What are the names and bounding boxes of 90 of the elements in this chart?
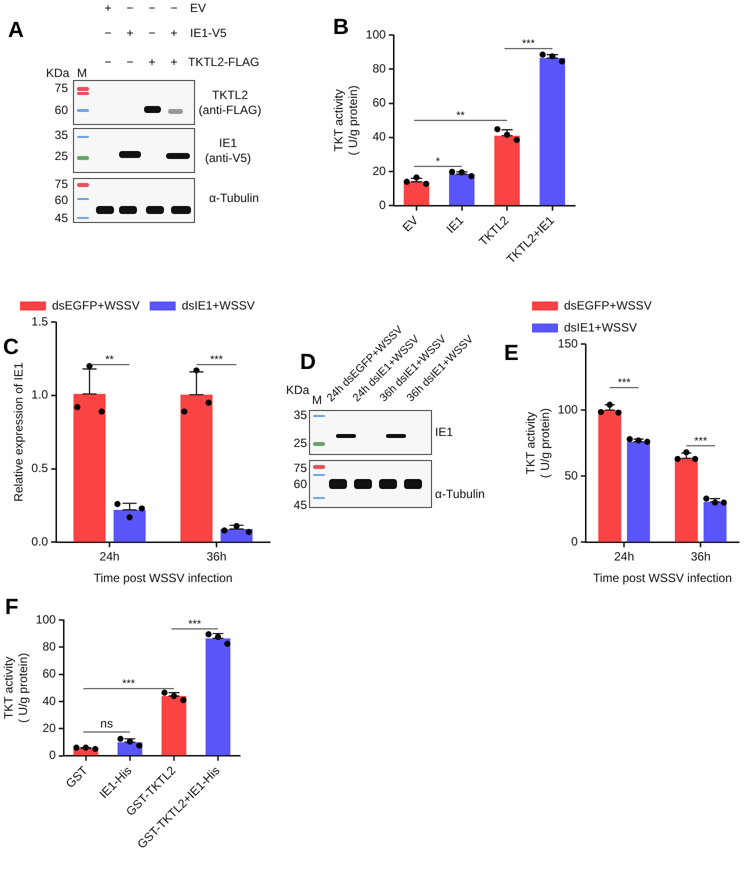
x-tick-label: 36h: [690, 550, 711, 564]
y-tick-label: 40: [42, 694, 56, 708]
text: 45: [294, 498, 307, 512]
text: M: [312, 393, 322, 407]
x-axis-title: Time post WSSV infection: [592, 571, 732, 586]
y-tick-label: 100: [558, 402, 578, 416]
x-tick-label: 24h: [100, 550, 120, 564]
text: D: [300, 349, 316, 374]
text: 25: [294, 436, 307, 450]
x-axis-title: Time post WSSV infection: [94, 571, 233, 586]
text: 60: [294, 477, 307, 491]
chart-title: E: [504, 340, 519, 365]
text: +: [170, 26, 178, 40]
text: C: [3, 334, 19, 359]
legend-label: dsEGFP+WSSV: [564, 298, 652, 312]
annotation: ***: [122, 678, 136, 690]
y-axis-title: Relative expression of IE1: [12, 362, 26, 502]
annotation: ***: [694, 435, 708, 448]
y-tick-label: 0.5: [31, 461, 48, 476]
text: 35: [294, 408, 307, 422]
legend-label: dsEGFP+WSSV: [52, 298, 140, 312]
annotation: ***: [188, 618, 202, 630]
text: IE1: [218, 136, 238, 150]
text: 75: [294, 461, 307, 475]
text: A: [8, 17, 24, 42]
x-tick-label: 36h: [206, 550, 227, 564]
text: (anti-V5): [204, 151, 252, 165]
y-tick-label: 60: [42, 666, 56, 681]
legend-label: dsIE1+WSSV: [564, 320, 638, 334]
y-tick-label: 50: [564, 468, 578, 482]
y-tick-label: 20: [42, 720, 56, 735]
y-tick-label: 20: [372, 164, 386, 178]
annotation: ***: [210, 354, 224, 366]
y-tick-label: 1.0: [31, 388, 48, 402]
y-tick-label: 60: [372, 96, 386, 110]
text: 75: [54, 81, 68, 95]
text: 45: [54, 211, 68, 225]
y-axis-title: TKT activity ( U/g protein): [524, 408, 552, 478]
y-tick-label: 80: [42, 639, 56, 654]
text: 60: [54, 103, 68, 117]
y-tick-label: 150: [558, 336, 578, 350]
y-tick-label: 100: [366, 27, 386, 42]
text: +: [126, 26, 134, 40]
annotation: **: [105, 354, 115, 366]
text: α-Tubulin: [209, 191, 259, 205]
y-tick-label: 0.0: [31, 534, 48, 549]
y-tick-label: 40: [372, 130, 386, 144]
text: TKTL2: [212, 88, 248, 102]
text: −: [104, 55, 112, 69]
text: +: [104, 1, 112, 15]
text: IE1-V5: [190, 26, 227, 40]
text: −: [170, 1, 178, 15]
x-tick-label: IE1: [444, 213, 466, 236]
y-axis-title: TKT activity ( U/g protein): [2, 652, 30, 723]
text: 25: [54, 149, 68, 163]
chart-title: B: [333, 14, 349, 39]
text: 35: [54, 128, 68, 142]
text: M: [77, 66, 87, 80]
text: −: [126, 55, 134, 69]
chart-title: F: [5, 594, 18, 619]
annotation: **: [456, 110, 466, 122]
legend-label: dsIE1+WSSV: [182, 298, 255, 312]
x-tick-label: 24h: [614, 550, 634, 564]
y-tick-label: 1.5: [31, 314, 48, 328]
annotation: ***: [522, 38, 536, 50]
text: (anti-FLAG): [198, 103, 262, 117]
y-tick-label: 0: [379, 198, 386, 212]
text: EV: [190, 1, 206, 15]
y-tick-label: 100: [36, 612, 56, 626]
text: −: [148, 26, 156, 40]
text: IE1: [435, 425, 454, 439]
text: 75: [54, 177, 68, 191]
y-tick-label: 0: [49, 748, 56, 762]
text: −: [148, 1, 156, 15]
text: KDa: [46, 66, 70, 80]
text: −: [104, 26, 112, 40]
text: 60: [54, 193, 68, 207]
y-tick-label: 80: [372, 61, 386, 76]
x-tick-label: EV: [400, 213, 421, 235]
annotation: *: [436, 156, 441, 168]
annotation: ***: [618, 377, 632, 390]
text: +: [170, 55, 178, 69]
text: TKTL2-FLAG: [188, 55, 260, 69]
text: KDa: [286, 383, 310, 397]
y-axis-title: TKT activity ( U/g protein): [332, 85, 360, 156]
text: α-Tubulin: [435, 487, 485, 501]
annotation: ns: [100, 716, 113, 730]
text: −: [126, 1, 134, 15]
y-tick-label: 0: [571, 534, 578, 549]
text: +: [148, 55, 156, 69]
